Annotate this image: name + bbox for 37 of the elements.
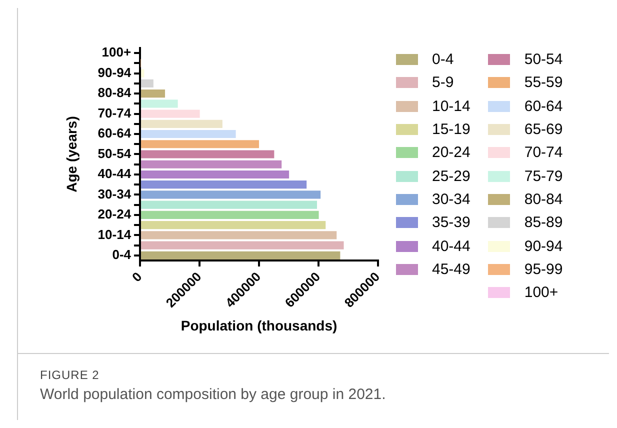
legend-label: 45-49 bbox=[432, 260, 470, 278]
y-axis-title: Age (years) bbox=[63, 116, 80, 192]
legend-label: 50-54 bbox=[524, 51, 563, 68]
legend-label: 80-84 bbox=[524, 190, 563, 208]
y-tick-label: 50-54 bbox=[98, 146, 132, 161]
legend-label: 55-59 bbox=[524, 74, 563, 92]
legend-label: 60-64 bbox=[524, 98, 563, 115]
y-tick-label: 20-24 bbox=[98, 206, 132, 222]
y-tick-label: 90-94 bbox=[98, 64, 132, 80]
y-tick-label: 60-64 bbox=[98, 126, 132, 141]
x-tick-label: 0 bbox=[128, 269, 145, 285]
y-tick-label: 30-34 bbox=[98, 186, 132, 202]
legend-label: 0-4 bbox=[432, 51, 454, 68]
legend-label: 40-44 bbox=[432, 238, 470, 255]
legend-label: 15-19 bbox=[432, 121, 470, 138]
y-tick-label: 10-14 bbox=[98, 226, 132, 242]
legend-label: 25-29 bbox=[432, 168, 470, 185]
legend-label: 90-94 bbox=[524, 238, 563, 255]
y-tick-label: 70-74 bbox=[98, 105, 132, 120]
legend-label: 75-79 bbox=[524, 168, 563, 185]
y-tick-label: 80-84 bbox=[98, 85, 132, 100]
legend-label: 100+ bbox=[524, 284, 558, 302]
text: World population composition by age group in 2021. bbox=[40, 386, 386, 403]
legend-label: 20-24 bbox=[432, 144, 470, 162]
legend-label: 85-89 bbox=[524, 214, 563, 232]
legend-label: 65-69 bbox=[524, 121, 563, 138]
legend-label: 30-34 bbox=[432, 190, 470, 208]
y-tick-label: 100+ bbox=[102, 44, 132, 60]
caption: FIGURE 2 bbox=[40, 368, 100, 382]
x-axis-title: Population (thousands) bbox=[180, 317, 338, 334]
legend-label: 70-74 bbox=[524, 144, 563, 162]
y-tick-label: 0-4 bbox=[112, 247, 132, 262]
legend-label: 5-9 bbox=[432, 74, 454, 92]
legend-label: 95-99 bbox=[524, 260, 563, 278]
legend-label: 10-14 bbox=[432, 98, 470, 115]
legend-label: 35-39 bbox=[432, 214, 470, 232]
y-tick-label: 40-44 bbox=[98, 166, 132, 182]
